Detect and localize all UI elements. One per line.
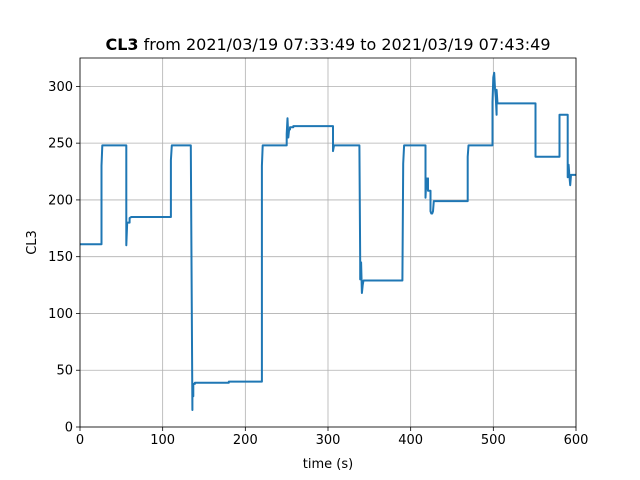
y-tick-label: 300 [48,80,73,95]
y-tick-label: 0 [65,421,73,436]
chart-title-bold: CL3 [105,35,138,54]
x-axis-label: time (s) [303,457,353,472]
y-tick-label: 150 [48,250,73,265]
y-tick-label: 50 [56,364,73,379]
x-tick-label: 200 [233,433,258,448]
x-tick-label: 600 [564,433,589,448]
series-layer [80,71,576,411]
y-axis-label: CL3 [25,230,40,255]
x-tick-label: 0 [76,433,84,448]
x-tick-label: 300 [316,433,341,448]
y-tick-label: 100 [48,307,73,322]
x-tick-label: 500 [481,433,506,448]
series-line [80,71,576,411]
x-tick-label: 400 [398,433,423,448]
chart-title-rest: from 2021/03/19 07:33:49 to 2021/03/19 0… [139,35,551,54]
x-tick-label: 100 [150,433,175,448]
tick-layer: 0 100 200 300 400 500 600 0 50 100 150 200 250 300 [48,80,588,448]
y-tick-label: 250 [48,137,73,152]
y-tick-label: 200 [48,193,73,208]
chart-title: CL3 from 2021/03/19 07:33:49 to 2021/03/… [105,35,550,54]
